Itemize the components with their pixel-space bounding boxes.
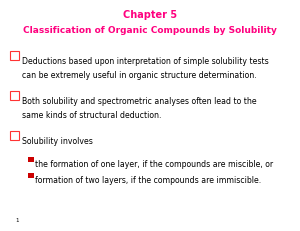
Text: 1: 1 xyxy=(15,218,19,223)
Text: can be extremely useful in organic structure determination.: can be extremely useful in organic struc… xyxy=(22,71,257,80)
Text: same kinds of structural deduction.: same kinds of structural deduction. xyxy=(22,111,161,120)
Bar xyxy=(10,131,19,140)
Text: the formation of one layer, if the compounds are miscible, or: the formation of one layer, if the compo… xyxy=(35,160,273,169)
Text: Chapter 5: Chapter 5 xyxy=(123,10,177,20)
Bar xyxy=(10,51,19,60)
Text: Deductions based upon interpretation of simple solubility tests: Deductions based upon interpretation of … xyxy=(22,57,269,66)
Text: Solubility involves: Solubility involves xyxy=(22,137,93,146)
Bar xyxy=(28,173,34,178)
Text: Classification of Organic Compounds by Solubility: Classification of Organic Compounds by S… xyxy=(23,26,277,35)
Bar xyxy=(28,157,34,162)
Text: formation of two layers, if the compounds are immiscible.: formation of two layers, if the compound… xyxy=(35,176,261,185)
Text: Both solubility and spectrometric analyses often lead to the: Both solubility and spectrometric analys… xyxy=(22,97,256,106)
Bar xyxy=(10,91,19,100)
